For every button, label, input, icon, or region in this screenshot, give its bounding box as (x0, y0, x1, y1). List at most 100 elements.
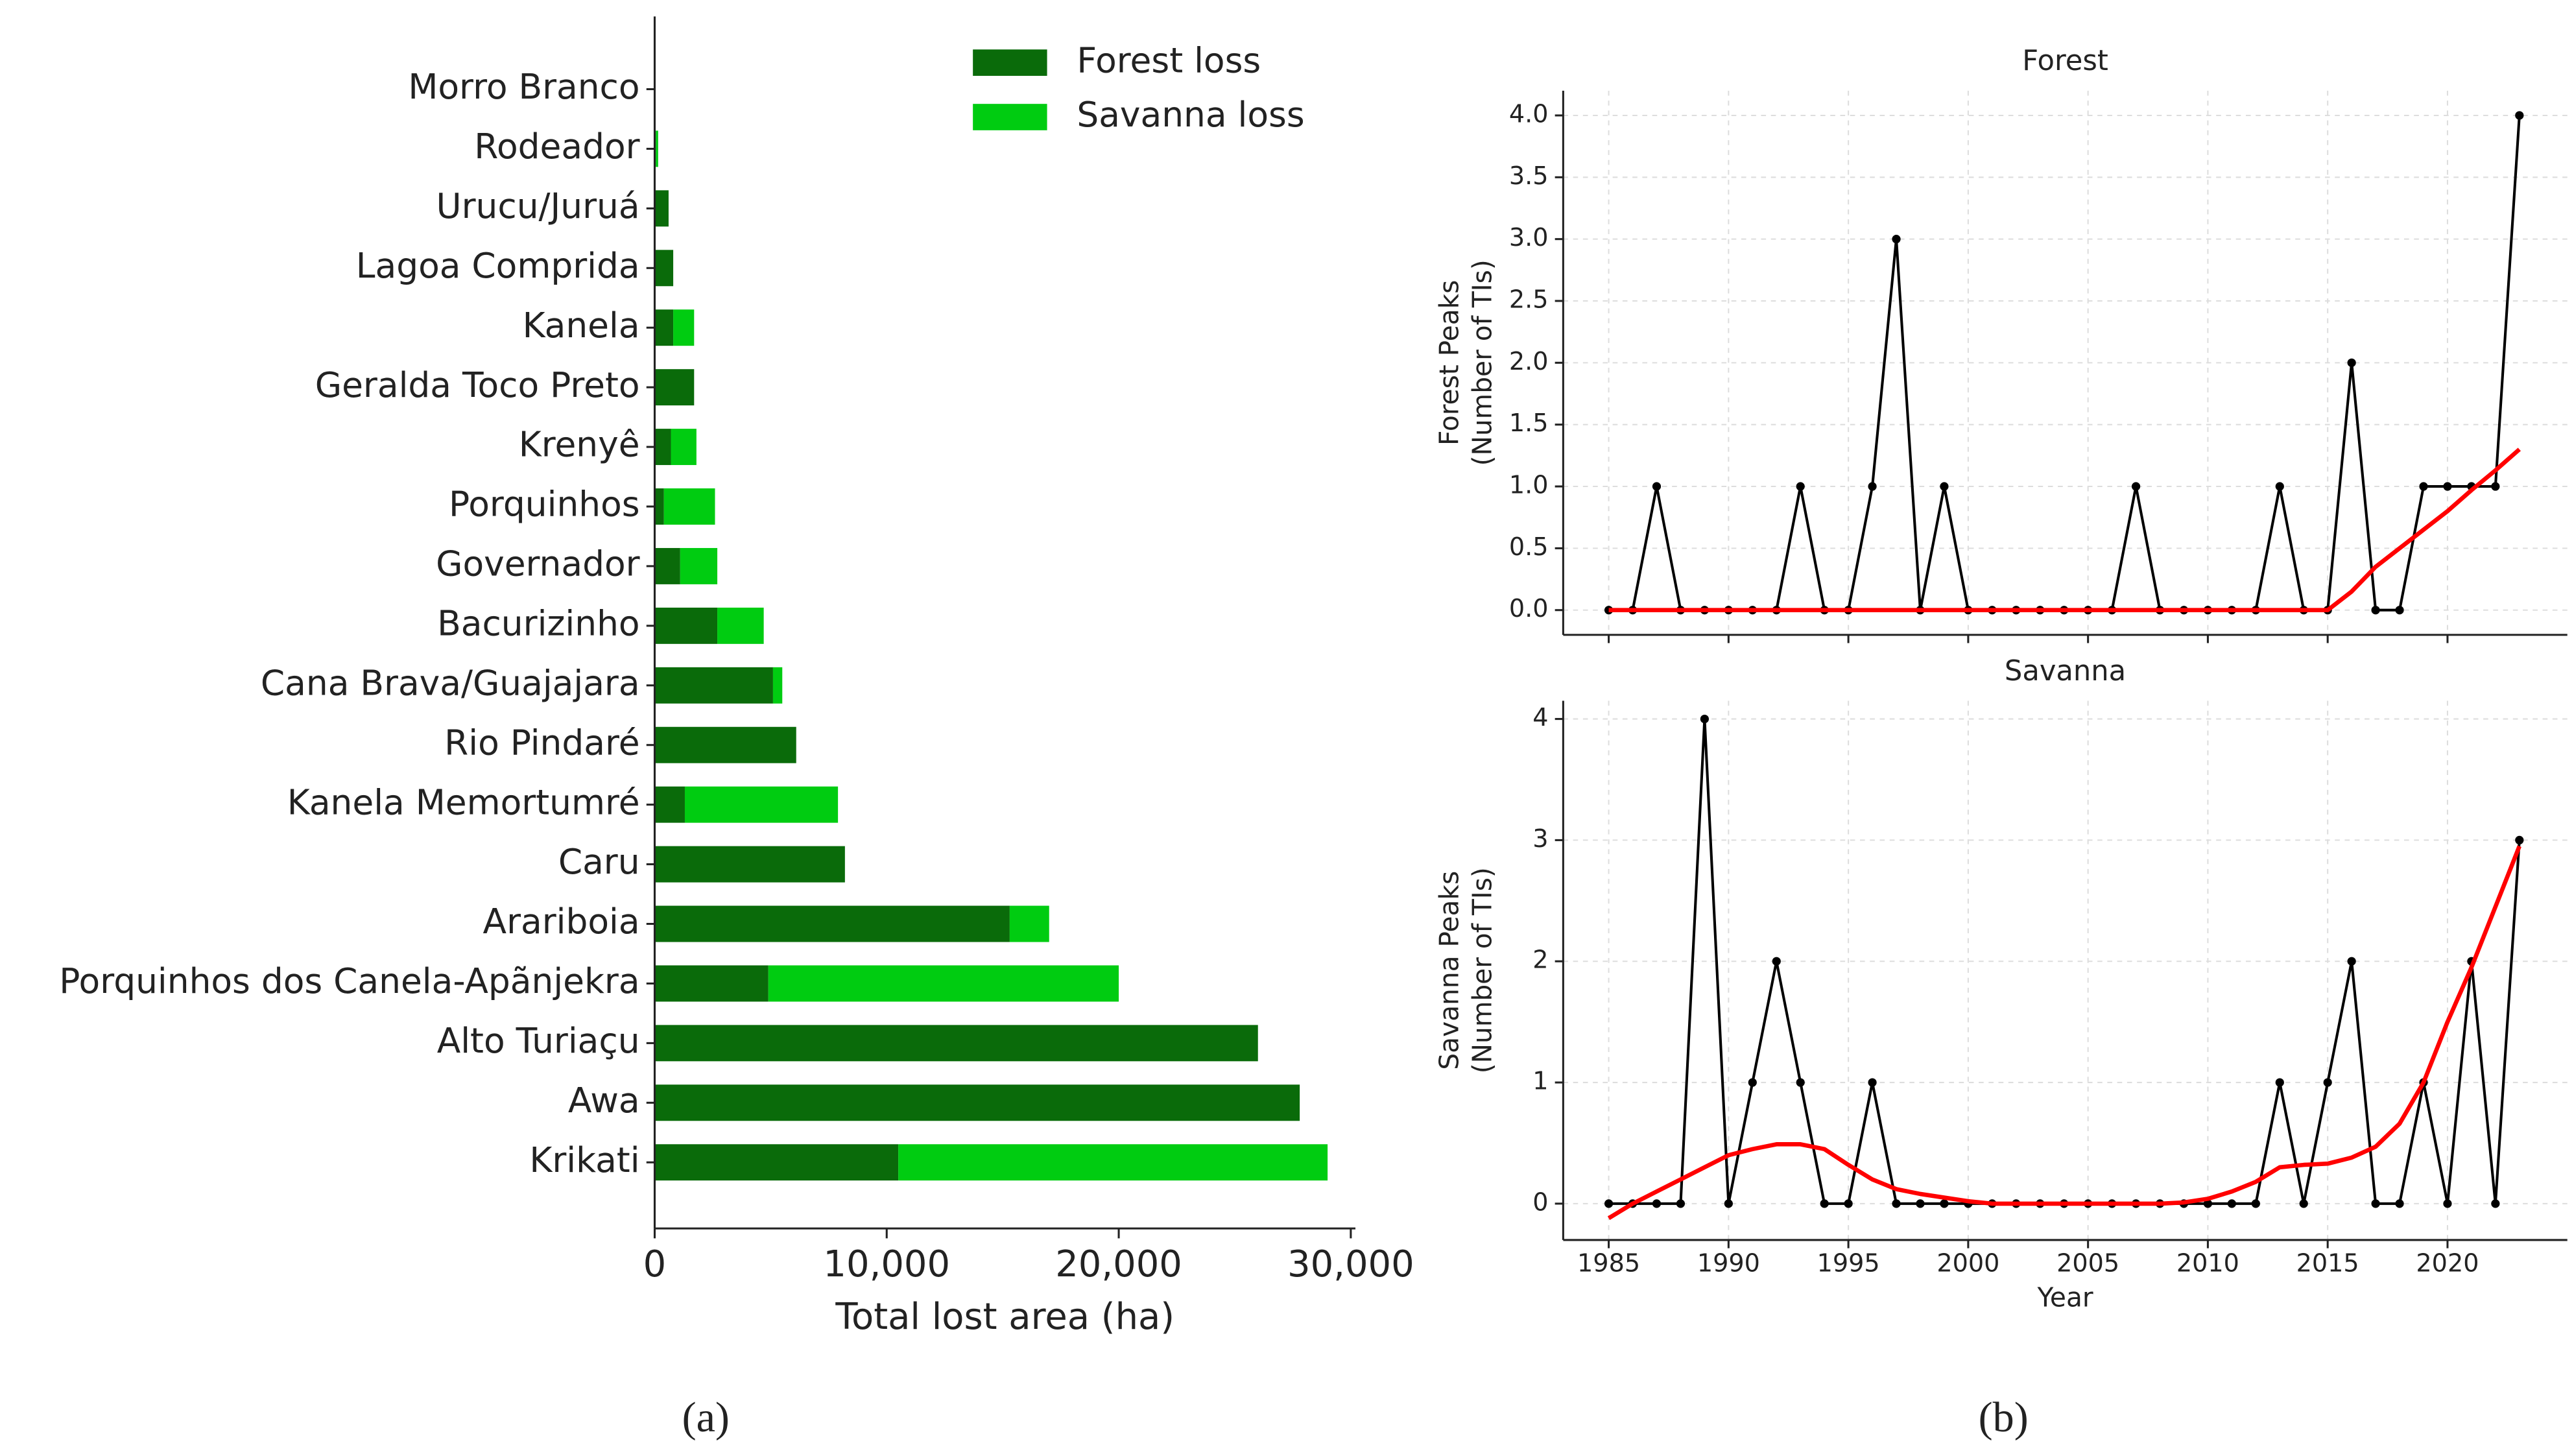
bar-segment (1009, 905, 1049, 942)
y-axis-label: Savanna Peaks (1433, 871, 1464, 1070)
y-tick-label: Bacurizinho (437, 603, 639, 644)
x-tick-label: 2015 (2296, 1249, 2359, 1278)
y-tick-label: Geralda Toco Preto (315, 364, 640, 405)
point (1604, 1199, 1614, 1208)
y-tick-label: Rio Pindaré (444, 722, 639, 763)
point (2443, 482, 2452, 491)
point (2371, 1199, 2380, 1208)
y-tick-label: Kanela Memortumré (287, 782, 640, 822)
point (1892, 1199, 1901, 1208)
y-tick-label: Awa (568, 1080, 640, 1121)
y-tick-label: Alto Turiaçu (437, 1020, 640, 1061)
bar-segment (673, 309, 695, 346)
bar-segment (654, 190, 669, 227)
chart-title: Savanna (2005, 655, 2126, 687)
y-tick-label: Arariboia (483, 901, 640, 942)
point (2227, 1199, 2236, 1208)
point (2323, 1078, 2332, 1087)
y-tick-label: 3.5 (1509, 161, 1549, 190)
bar-segment (654, 607, 718, 644)
y-tick-label: Porquinhos dos Canela-Apãnjekra (59, 961, 639, 1001)
x-axis-label: Total lost area (ha) (835, 1296, 1174, 1338)
point (1868, 1078, 1877, 1087)
bar-segment (654, 1084, 1300, 1121)
x-tick-label: 1990 (1697, 1249, 1760, 1278)
point (2443, 1199, 2452, 1208)
legend-label: Savanna loss (1077, 94, 1304, 135)
bar-segment (654, 547, 680, 584)
point (1796, 1078, 1805, 1087)
point (1724, 1199, 1733, 1208)
y-tick-label: 0.0 (1509, 594, 1549, 623)
point (1916, 1199, 1925, 1208)
bar-segment (654, 369, 695, 406)
y-tick-label: 1.0 (1509, 471, 1549, 499)
panel-caption: (b) (1979, 1394, 2029, 1441)
point (2347, 358, 2356, 367)
y-tick-label: Lagoa Comprida (356, 245, 640, 286)
x-tick-label: 1985 (1577, 1249, 1640, 1278)
y-tick-label: 0.5 (1509, 532, 1549, 561)
y-tick-label: 4 (1532, 703, 1548, 732)
y-tick-label: 3.0 (1509, 223, 1549, 252)
bar-segment (684, 786, 839, 823)
bar-segment (654, 309, 674, 346)
y-axis-label: (Number of TIs) (1466, 867, 1497, 1073)
x-tick-label: 2010 (2176, 1249, 2239, 1278)
point (2371, 606, 2380, 615)
line-series (1608, 448, 2521, 613)
bar-segment (663, 488, 715, 525)
bar-segment (654, 250, 674, 287)
y-tick-label: 2 (1532, 946, 1548, 974)
point (2395, 1199, 2404, 1208)
bar-segment (654, 846, 845, 883)
legend-label: Forest loss (1077, 40, 1261, 80)
y-tick-label: 1.5 (1509, 409, 1549, 437)
point (1676, 1199, 1686, 1208)
point (2275, 482, 2284, 491)
point (1892, 235, 1901, 244)
bar-segment (898, 1144, 1328, 1181)
point (1772, 957, 1781, 966)
bar-segment (772, 667, 783, 704)
x-tick-label: 10,000 (823, 1243, 950, 1285)
y-tick-label: Kanela (523, 305, 640, 346)
point (2491, 1199, 2500, 1208)
point (1652, 482, 1662, 491)
y-tick-label: Caru (558, 841, 640, 882)
point (1796, 482, 1805, 491)
y-tick-label: 0 (1532, 1187, 1548, 1216)
y-tick-label: Rodeador (474, 126, 639, 167)
y-axis-label: Forest Peaks (1433, 280, 1464, 446)
point (2515, 835, 2524, 845)
x-tick-label: 0 (643, 1243, 667, 1285)
point (2275, 1078, 2284, 1087)
legend-swatch (973, 104, 1047, 130)
y-tick-label: Porquinhos (449, 484, 640, 525)
bar-segment (656, 130, 658, 167)
point (2395, 606, 2404, 615)
point (1700, 714, 1710, 724)
bar-segment (654, 429, 671, 466)
point (1748, 1078, 1757, 1087)
y-tick-label: Governador (436, 543, 640, 584)
bar-segment (717, 607, 764, 644)
point (2347, 957, 2356, 966)
y-tick-label: 3 (1532, 824, 1548, 853)
y-tick-label: Krikati (529, 1140, 639, 1180)
y-tick-label: Urucu/Juruá (436, 185, 640, 226)
x-tick-label: 1995 (1817, 1249, 1880, 1278)
bar-segment (654, 667, 773, 704)
bar-segment (680, 547, 718, 584)
point (1940, 482, 1949, 491)
panel-caption: (a) (682, 1394, 730, 1441)
x-tick-label: 2005 (2056, 1249, 2119, 1278)
x-tick-label: 2000 (1936, 1249, 1999, 1278)
y-tick-label: 4.0 (1509, 99, 1549, 128)
point (1820, 1199, 1829, 1208)
point (2299, 1199, 2308, 1208)
y-tick-label: Krenyê (519, 424, 640, 465)
y-tick-label: 2.0 (1509, 347, 1549, 376)
point (2203, 1199, 2213, 1208)
